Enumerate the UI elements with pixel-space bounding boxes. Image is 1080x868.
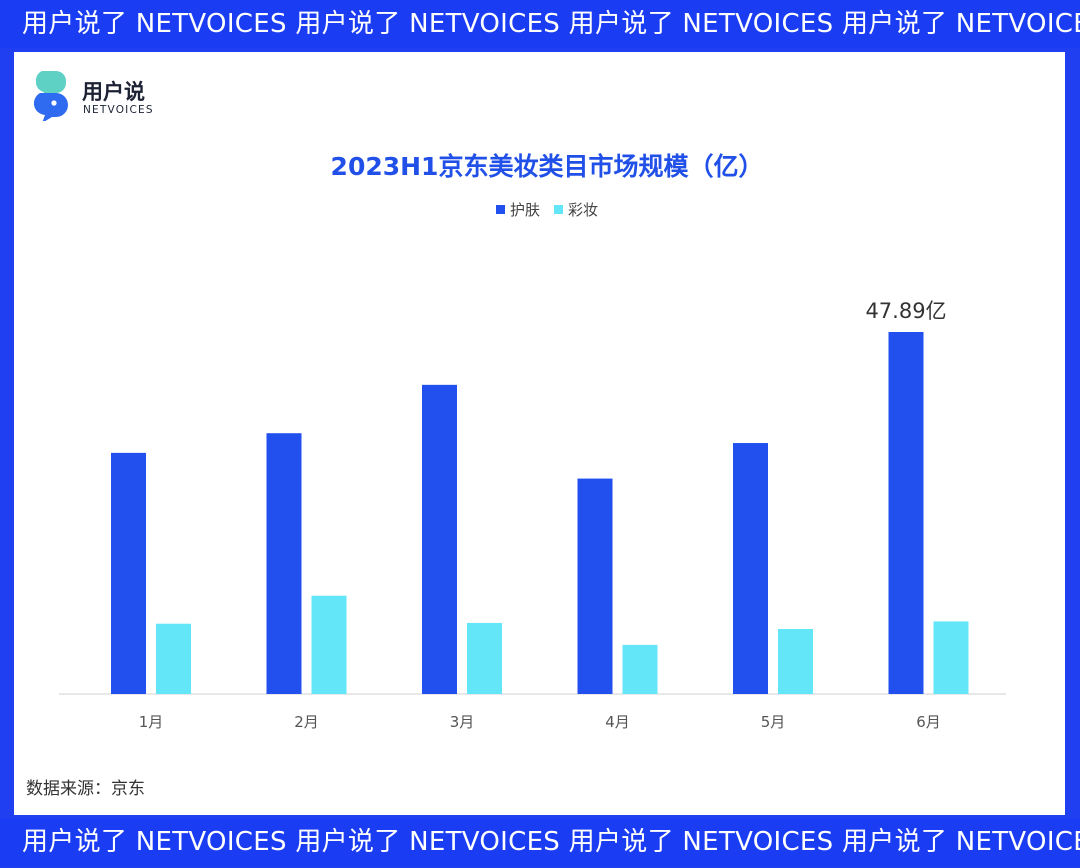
data-source-note: 数据来源：京东 xyxy=(26,779,145,799)
legend-swatch-skincare xyxy=(495,205,505,214)
bar-chart-plot: 1月 2月 3月 4月 5月 6月 47.89亿 xyxy=(59,299,1006,731)
bar-makeup-4 xyxy=(622,644,658,694)
bar-skincare-1 xyxy=(111,452,146,694)
bar-skincare-6 xyxy=(888,332,924,694)
chart-legend: 护肤 彩妆 xyxy=(14,199,1080,220)
bar-skincare-3 xyxy=(422,384,457,694)
bar-makeup-2 xyxy=(311,595,347,694)
bottom-watermark-banner: 用户说了 NETVOICES 用户说了 NETVOICES 用户说了 NETVO… xyxy=(0,818,1080,866)
x-tick-label: 5月 xyxy=(761,713,786,731)
bar-makeup-6 xyxy=(933,621,969,694)
top-watermark-banner: 用户说了 NETVOICES 用户说了 NETVOICES 用户说了 NETVO… xyxy=(0,0,1080,48)
legend-label-makeup: 彩妆 xyxy=(568,201,599,219)
x-tick-label: 2月 xyxy=(294,713,319,731)
bar-skincare-5 xyxy=(733,443,768,694)
legend-item-makeup: 彩妆 xyxy=(554,199,598,220)
logo-english-text: NETVOICES xyxy=(83,104,154,116)
legend-swatch-makeup xyxy=(554,205,563,214)
x-tick-label: 6月 xyxy=(916,713,941,731)
logo-chinese-text: 用户说 xyxy=(82,80,145,104)
x-tick-label: 3月 xyxy=(450,713,475,731)
bar-makeup-3 xyxy=(467,622,502,694)
bar-skincare-4 xyxy=(577,478,613,694)
brand-logo: 用户说 NETVOICES xyxy=(34,67,174,125)
bar-skincare-2 xyxy=(266,433,302,694)
bar-makeup-5 xyxy=(778,628,813,694)
chart-card: 用户说 NETVOICES 2023H1京东美妆类目市场规模（亿） 护肤 彩妆 … xyxy=(14,52,1065,815)
chart-title: 2023H1京东美妆类目市场规模（亿） xyxy=(330,152,764,181)
x-tick-label: 1月 xyxy=(139,713,164,731)
legend-item-skincare: 护肤 xyxy=(495,199,540,220)
bar-makeup-1 xyxy=(156,623,191,694)
x-tick-label: 4月 xyxy=(605,713,630,731)
speech-bubbles-logo-icon xyxy=(34,71,68,121)
data-label-annotation: 47.89亿 xyxy=(865,299,946,323)
legend-label-skincare: 护肤 xyxy=(509,201,540,219)
